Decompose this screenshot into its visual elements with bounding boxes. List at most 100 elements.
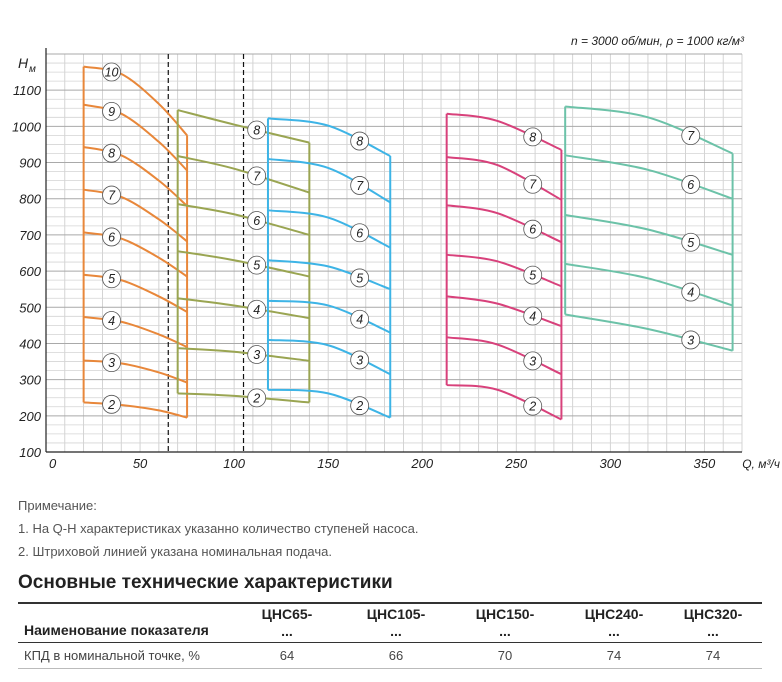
table-cell-col-2: 66 (388, 648, 404, 663)
qh-curve-stages-7 (177, 155, 310, 194)
stage-label: 5 (356, 271, 363, 285)
x-tick-label: 250 (504, 456, 527, 471)
x-tick-label: 350 (694, 456, 716, 471)
stage-label: 2 (107, 398, 115, 412)
stage-label: 6 (253, 214, 260, 228)
stage-label-circle (102, 269, 121, 289)
qh-curve-stages-3 (83, 359, 188, 384)
stage-label-circle (350, 268, 370, 288)
qh-curve-stages-4 (446, 295, 562, 328)
stage-label: 7 (687, 129, 695, 143)
qh-curve-stages-2 (267, 388, 391, 419)
stage-label-circle (102, 394, 121, 414)
col-2-sub: ... (390, 623, 402, 639)
stage-label: 3 (108, 356, 115, 370)
stage-label-circle (681, 232, 701, 252)
table-bottom-rule (18, 668, 762, 669)
y-tick-label: 200 (18, 409, 41, 424)
y-tick-label: 400 (19, 336, 41, 351)
qh-curve-stages-5 (565, 214, 733, 256)
col-3-sub: ... (499, 623, 511, 639)
table-header-col-2: ЦНС105- ... (351, 606, 441, 640)
qh-curve-stages-9 (83, 103, 188, 172)
stage-label-circle (350, 131, 370, 151)
qh-curve-stages-3 (177, 347, 310, 362)
stage-label-circle (681, 330, 701, 350)
y-tick-label: 900 (19, 156, 41, 171)
stage-label: 10 (105, 66, 119, 80)
stage-label: 5 (687, 236, 694, 250)
col-1-name: ЦНС65- (261, 606, 313, 622)
stage-label-circle (102, 311, 121, 330)
chart-title: n = 3000 об/мин, ρ = 1000 кг/м³ (571, 34, 745, 48)
col-4-sub: ... (608, 623, 620, 639)
qh-chart: 0 50 100 150 200 250 300 350 100 200 300 400 500 600 7… (12, 34, 780, 471)
table-header-col-5: ЦНС320- ... (668, 606, 758, 640)
stage-label-circle (523, 351, 543, 371)
stage-label-circle (247, 345, 267, 364)
col-3-name: ЦНС150- (475, 606, 535, 622)
stage-label: 2 (355, 399, 363, 413)
stage-label: 5 (253, 259, 260, 273)
note-line-1: 1. На Q-H характеристиках указанно колич… (18, 521, 419, 536)
qh-curve-stages-4 (267, 299, 391, 334)
table-cell-col-1: 64 (279, 648, 295, 663)
qh-curve-stages-3 (267, 338, 391, 376)
table-cell-col-3: 70 (497, 648, 513, 663)
x-tick-label: 150 (317, 456, 339, 471)
qh-curve-stages-7 (446, 156, 562, 201)
qh-curve-stages-8 (177, 109, 310, 144)
qh-curve-stages-8 (446, 112, 562, 151)
stage-label: 5 (108, 272, 115, 286)
stage-label-circle (523, 306, 543, 326)
stage-label: 6 (687, 178, 694, 192)
y-axis-label-sub: м (29, 64, 36, 75)
table-header-rule (18, 642, 762, 643)
stage-label: 3 (253, 348, 260, 362)
stage-label-circle (102, 62, 121, 82)
stage-label: 4 (356, 313, 363, 327)
qh-curve-stages-5 (177, 250, 310, 278)
qh-curve-stages-6 (177, 203, 310, 236)
stage-label-circle (102, 353, 121, 373)
qh-curve-stages-8 (83, 146, 188, 207)
table-row-label: КПД в номинальной точке, % (24, 648, 200, 663)
x-tick-label: 200 (410, 456, 433, 471)
stage-label: 2 (252, 391, 260, 405)
stage-label-circle (350, 350, 370, 370)
y-tick-label: 100 (19, 445, 41, 460)
stage-label: 4 (108, 314, 115, 328)
qh-curve-stages-5 (267, 259, 391, 291)
qh-curve-stages-4 (177, 297, 310, 320)
qh-curve-stages-8 (267, 117, 391, 157)
y-tick-label: 600 (19, 264, 41, 279)
stage-label-circle (247, 299, 267, 319)
stage-label: 8 (108, 147, 115, 161)
qh-curve-stages-7 (267, 157, 391, 204)
stage-label-circle (523, 265, 543, 285)
table-header-col-4: ЦНС240- ... (569, 606, 659, 640)
qh-curve-stages-5 (83, 273, 188, 313)
stage-label: 8 (253, 123, 260, 137)
note-heading: Примечание: (18, 498, 97, 513)
stage-label-circle (102, 143, 121, 163)
qh-curve-stages-5 (446, 253, 562, 288)
stage-label: 7 (108, 189, 116, 203)
qh-curve-stages-3 (565, 313, 733, 352)
stage-label-circle (247, 255, 267, 275)
stage-label-circle (102, 227, 121, 247)
stage-label-circle (247, 166, 267, 186)
stage-label: 8 (529, 130, 536, 144)
stage-label-circle (523, 127, 543, 147)
stage-label-circle (350, 223, 370, 243)
stage-label: 8 (356, 135, 363, 149)
stage-label: 4 (253, 303, 260, 317)
y-tick-label: 700 (19, 228, 41, 243)
stage-label-circle (350, 176, 370, 195)
stage-label-circle (523, 396, 543, 416)
stage-label-circle (247, 388, 267, 408)
stage-label-circle (350, 396, 370, 416)
x-tick-label: 0 (49, 456, 57, 471)
qh-curve-stages-2 (83, 401, 188, 419)
x-axis-label: Q, м³/ч (742, 457, 780, 471)
